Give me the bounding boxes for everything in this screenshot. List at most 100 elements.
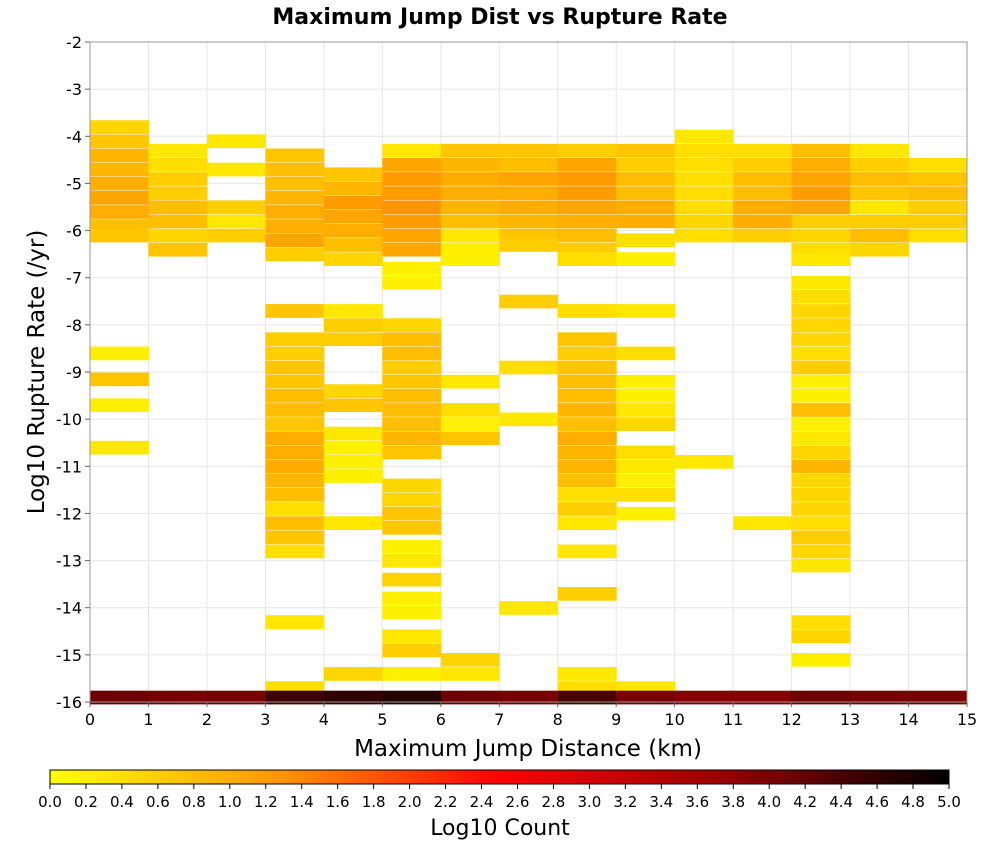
heatmap-cell	[557, 186, 617, 200]
heatmap-cell	[265, 690, 325, 705]
heatmap-cell	[148, 242, 208, 257]
heatmap-cell	[382, 605, 442, 620]
colorbar-tick-label: 4.2	[793, 793, 817, 811]
heatmap-cell	[616, 487, 676, 502]
heatmap-cell	[323, 426, 383, 441]
heatmap-cell	[791, 252, 851, 266]
heatmap-cell	[382, 242, 442, 257]
heatmap-cell	[382, 388, 442, 403]
x-tick-label: 1	[143, 710, 153, 729]
colorbar-tick-label: 0.4	[110, 793, 134, 811]
colorbar-tick-label: 1.0	[218, 793, 242, 811]
heatmap-cell	[382, 591, 442, 606]
heatmap-cell	[674, 172, 734, 186]
heatmap-cell	[265, 360, 325, 375]
heatmap-cell	[616, 506, 676, 521]
heatmap-cell	[265, 176, 325, 191]
heatmap-cell	[557, 487, 617, 502]
heatmap-cell	[791, 530, 851, 545]
heatmap-cell	[206, 690, 266, 705]
colorbar-tick-label: 1.4	[290, 793, 314, 811]
x-tick-label: 3	[260, 710, 270, 729]
heatmap-cell	[850, 186, 910, 200]
heatmap-cell	[206, 134, 266, 149]
heatmap-cell	[265, 346, 325, 361]
heatmap-cell	[733, 516, 793, 530]
heatmap-cell	[557, 445, 617, 460]
heatmap-cell	[90, 372, 149, 387]
heatmap-cell	[791, 332, 851, 347]
heatmap-cell	[557, 172, 617, 186]
heatmap-cell	[557, 502, 617, 516]
heatmap-cell	[791, 459, 851, 474]
colorbar-tick-label: 3.2	[613, 793, 637, 811]
heatmap-cell	[791, 200, 851, 215]
colorbar-tick-label: 4.4	[829, 793, 853, 811]
heatmap-cell	[265, 459, 325, 474]
heatmap-cell	[791, 544, 851, 559]
heatmap-cell	[733, 214, 793, 229]
heatmap-cell	[148, 143, 208, 158]
heatmap-cell	[557, 157, 617, 172]
heatmap-cell	[382, 275, 442, 290]
heatmap-cell	[557, 417, 617, 431]
heatmap-cell	[616, 304, 676, 318]
heatmap-cell	[791, 615, 851, 629]
heatmap-cell	[791, 346, 851, 361]
heatmap-cell	[616, 459, 676, 474]
x-tick-label: 8	[553, 710, 563, 729]
x-axis-ticks: 0 1 2 3 4 5 6 7 8 9 10 11 12 13 14 15	[85, 702, 977, 729]
heatmap-cell	[499, 200, 559, 215]
colorbar-tick-label: 3.4	[649, 793, 673, 811]
heatmap-cell	[440, 417, 500, 431]
colorbar-tick-label: 0.6	[146, 793, 170, 811]
heatmap-cell	[382, 431, 442, 446]
heatmap-cell	[557, 403, 617, 417]
heatmap-cell	[148, 200, 208, 215]
heatmap-cell	[265, 445, 325, 460]
heatmap-cell	[557, 374, 617, 389]
heatmap-cell	[382, 492, 442, 507]
heatmap-cell	[323, 440, 383, 455]
heatmap-cell	[850, 242, 910, 257]
heatmap-cell	[616, 143, 676, 158]
heatmap-cell	[616, 403, 676, 417]
heatmap-cell	[206, 214, 266, 229]
heatmap-cell	[557, 143, 617, 158]
x-tick-label: 6	[436, 710, 446, 729]
y-tick-label: -2	[66, 33, 82, 52]
heatmap-cell	[382, 157, 442, 172]
heatmap-cell	[733, 228, 793, 243]
heatmap-cell	[499, 172, 559, 186]
heatmap-cell	[382, 374, 442, 389]
y-tick-label: -15	[56, 646, 82, 665]
colorbar	[49, 769, 950, 785]
heatmap-cell	[616, 445, 676, 460]
heatmap-cell	[90, 120, 149, 134]
heatmap-cell	[440, 157, 500, 172]
heatmap-cell	[440, 186, 500, 200]
heatmap-cell	[323, 209, 383, 224]
heatmap-cell	[440, 690, 500, 705]
heatmap-cell	[557, 304, 617, 318]
heatmap-cell	[557, 332, 617, 347]
heatmap-cell	[616, 473, 676, 488]
x-tick-label: 10	[664, 710, 684, 729]
heatmap-cell	[616, 200, 676, 215]
y-tick-label: -4	[66, 127, 82, 146]
colorbar-tick-label: 3.6	[685, 793, 709, 811]
heatmap-cell	[499, 143, 559, 158]
heatmap-cell	[265, 304, 325, 318]
heatmap-cell	[908, 172, 968, 186]
colorbar-tick-label: 2.2	[434, 793, 458, 811]
heatmap-cell	[616, 172, 676, 186]
heatmap-cell	[382, 172, 442, 186]
colorbar-tick-label: 2.6	[506, 793, 530, 811]
heatmap-cell	[323, 238, 383, 252]
heatmap-cell	[265, 417, 325, 431]
heatmap-cell	[382, 643, 442, 658]
colorbar-tick-label: 4.8	[901, 793, 925, 811]
x-tick-label: 14	[898, 710, 918, 729]
heatmap-cell	[90, 690, 149, 705]
heatmap-cell	[323, 223, 383, 238]
